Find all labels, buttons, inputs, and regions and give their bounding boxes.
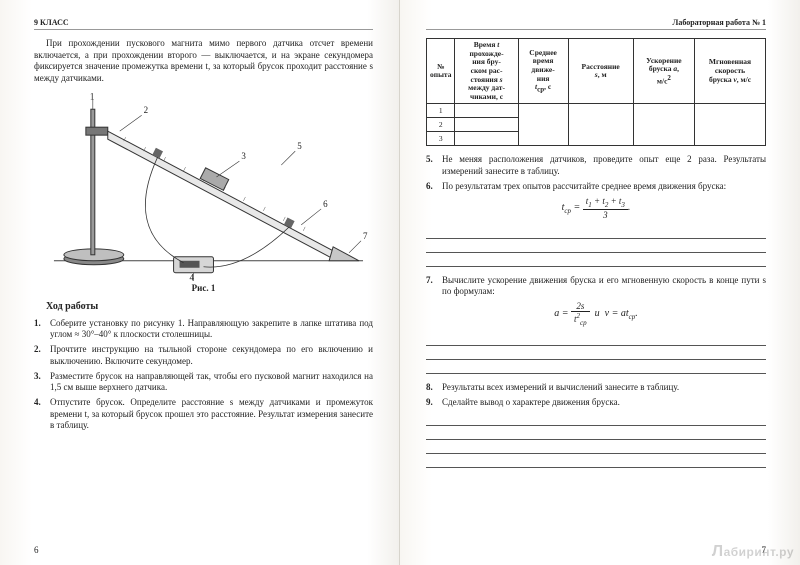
figure-1: 1 2 3 4 5 6 7: [34, 91, 373, 281]
step-7: 7.Вычислите ускорение движения бруска и …: [426, 275, 766, 298]
col-2: Среднеевремядвиже-нияtср, с: [518, 39, 568, 104]
step-5: 5.Не меняя расположения датчиков, провед…: [426, 154, 766, 177]
blank-line: [426, 226, 766, 239]
blank-line: [426, 361, 766, 374]
col-1: Время tпрохожде-ния бру-ском рас-стояния…: [455, 39, 518, 104]
header-left: 9 КЛАСС: [34, 18, 373, 30]
step-2: 2.Прочтите инструкцию на тыльной стороне…: [34, 344, 373, 367]
col-5: Мгновеннаяскоростьбруска v, м/с: [695, 39, 766, 104]
step-8: 8.Результаты всех измерений и вычислений…: [426, 382, 766, 393]
blank-line: [426, 413, 766, 426]
blank-line: [426, 427, 766, 440]
step-6: 6.По результатам трех опытов рассчитайте…: [426, 181, 766, 192]
col-3: Расстояниеs, м: [568, 39, 633, 104]
blank-line: [426, 455, 766, 468]
watermark-text: абиринт.ру: [724, 545, 794, 559]
formula-a-v: a = 2st2ср и v = atср.: [426, 301, 766, 327]
step-9: 9.Сделайте вывод о характере движения бр…: [426, 397, 766, 408]
fig-label-7: 7: [363, 231, 368, 241]
blank-line: [426, 441, 766, 454]
col-4: Ускорениебруска a,м/с2: [633, 39, 694, 104]
blank-line: [426, 347, 766, 360]
section-title: Ход работы: [46, 301, 373, 312]
data-table: №опыта Время tпрохожде-ния бру-ском рас-…: [426, 38, 766, 146]
header-left-text: 9 КЛАСС: [34, 18, 69, 27]
figure-caption: Рис. 1: [34, 283, 373, 293]
intro-paragraph: При прохождении пускового магнита мимо п…: [34, 38, 373, 85]
steps-left: 1.Соберите установку по рисунку 1. Напра…: [34, 318, 373, 431]
blank-line: [426, 254, 766, 267]
header-right-text: Лабораторная работа № 1: [672, 18, 766, 27]
step-4: 4.Отпустите брусок. Определите расстояни…: [34, 397, 373, 431]
steps-right-89: 8.Результаты всех измерений и вычислений…: [426, 382, 766, 409]
fig-label-6: 6: [323, 199, 328, 209]
fig-label-2: 2: [144, 105, 148, 115]
book-spread: 9 КЛАСС При прохождении пускового магнит…: [0, 0, 800, 565]
step-3: 3.Разместите брусок на направляющей так,…: [34, 371, 373, 394]
table-row: 1: [427, 104, 766, 118]
blank-line: [426, 333, 766, 346]
fig-label-3: 3: [241, 151, 246, 161]
page-left: 9 КЛАСС При прохождении пускового магнит…: [0, 0, 400, 565]
col-0: №опыта: [427, 39, 455, 104]
steps-right-7: 7.Вычислите ускорение движения бруска и …: [426, 275, 766, 298]
fig-label-1: 1: [90, 91, 94, 101]
blank-line: [426, 240, 766, 253]
fig-label-4: 4: [190, 272, 195, 280]
fig-label-5: 5: [297, 141, 302, 151]
page-right: Лабораторная работа № 1 №опыта Время tпр…: [400, 0, 800, 565]
watermark: Лабиринт.ру: [712, 543, 794, 561]
steps-right: 5.Не меняя расположения датчиков, провед…: [426, 154, 766, 192]
header-right: Лабораторная работа № 1: [426, 18, 766, 30]
formula-tcp: tср = t1 + t2 + t33.: [426, 196, 766, 220]
page-number-left: 6: [34, 545, 39, 555]
step-1: 1.Соберите установку по рисунку 1. Напра…: [34, 318, 373, 341]
